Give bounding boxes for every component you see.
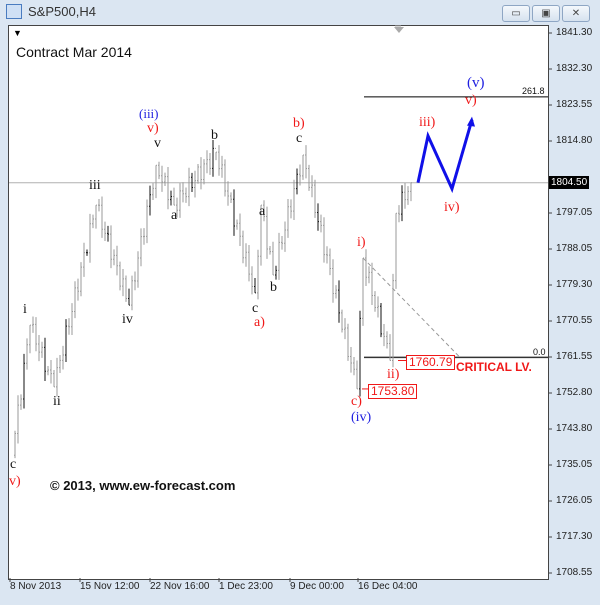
chart-menu-arrow-icon[interactable]: ▼ [13,28,22,38]
wave-label: b [270,280,277,295]
wave-label: c [296,131,303,146]
minimize-button[interactable]: ▭ [502,5,530,22]
chart-area[interactable] [8,25,549,580]
wave-label: v [154,136,161,151]
x-tick-label: 16 Dec 04:00 [358,581,418,592]
x-tick-label: 8 Nov 2013 [10,581,62,592]
trend-line-dashed [362,257,461,358]
wave-label: iv) [444,200,460,215]
watermark: © 2013, www.ew-forecast.com [50,478,236,493]
fib-0-label: 0.0 [533,347,546,357]
wave-label: (v) [467,75,485,91]
y-tick-label: 1770.55 [556,315,593,326]
y-tick-label: 1761.55 [556,351,593,362]
wave-label: i [23,302,27,317]
chart-window-icon [6,4,22,19]
wave-label: (iv) [351,410,372,425]
y-tick-label: 1743.80 [556,423,593,434]
wave-label: c [252,301,259,316]
wave-label: (iii) [139,106,159,121]
wave-label: a [259,204,266,219]
y-tick-label: 1797.05 [556,207,593,218]
contract-label: Contract Mar 2014 [16,44,132,60]
wave-label: c [10,457,17,472]
y-tick-label: 1717.30 [556,531,593,542]
maximize-button[interactable]: ▣ [532,5,560,22]
y-tick-label: 1708.55 [556,567,593,578]
y-tick-label: 1752.80 [556,387,593,398]
wave-label: a) [254,315,265,330]
y-tick-label: 1788.05 [556,243,593,254]
wave-label: ii) [387,367,400,382]
chart-shift-icon[interactable] [394,27,404,33]
wave-label: i) [357,235,366,250]
y-tick-label: 1726.05 [556,495,593,506]
wave-label: iv [122,312,133,327]
y-tick-label: 1832.30 [556,63,593,74]
wave-label: v) [147,121,159,136]
wave-label: b) [293,116,305,131]
wave-label: v) [465,93,477,108]
fib-261-label: 261.8 [522,86,545,96]
projection-arrowhead-icon [467,116,475,127]
x-tick-label: 15 Nov 12:00 [80,581,140,592]
y-tick-label: 1779.30 [556,279,593,290]
wave-label: iii) [419,115,436,130]
critical-level-label: CRITICAL LV. [456,360,532,374]
wave-label: b [211,128,218,143]
y-tick-label: 1814.80 [556,135,593,146]
current-price-badge: 1804.50 [549,176,590,189]
y-tick-label: 1841.30 [556,27,593,38]
x-tick-label: 22 Nov 16:00 [150,581,210,592]
wave-label: iii [89,178,101,193]
projection-path [416,119,474,194]
close-button[interactable]: ✕ [562,5,590,22]
wave-label: c) [351,394,362,409]
y-tick-label: 1823.55 [556,99,593,110]
x-tick-label: 1 Dec 23:00 [219,581,273,592]
y-tick-label: 1735.05 [556,459,593,470]
title-bar: S&P500,H4 ▭ ▣ ✕ [0,0,600,24]
price-box-c: 1753.80 [368,384,418,399]
x-tick-label: 9 Dec 00:00 [290,581,344,592]
price-box-ii: 1760.79 [406,355,456,370]
wave-label: v) [9,474,21,489]
wave-label: ii [53,394,61,409]
window-title: S&P500,H4 [28,4,96,19]
wave-label: a [171,208,178,223]
